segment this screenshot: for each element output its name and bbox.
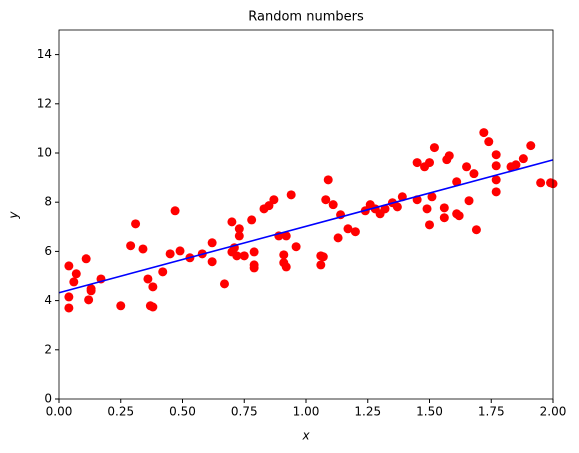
- point: [126, 241, 136, 251]
- point: [207, 238, 217, 248]
- point: [219, 279, 229, 289]
- point: [380, 204, 390, 214]
- point: [333, 233, 343, 243]
- point: [518, 154, 528, 164]
- y-tick-label: 6: [44, 244, 52, 258]
- y-tick-label: 10: [37, 146, 52, 160]
- point: [249, 247, 259, 257]
- point: [170, 206, 180, 216]
- y-tick-label: 2: [44, 342, 52, 356]
- y-axis-label: y: [7, 211, 21, 220]
- x-tick-label: 1.00: [293, 405, 320, 419]
- point: [343, 224, 353, 234]
- point: [469, 169, 479, 179]
- point: [321, 195, 331, 205]
- point: [323, 175, 333, 185]
- point: [425, 158, 434, 168]
- point: [286, 190, 296, 200]
- point: [412, 158, 422, 168]
- point: [249, 260, 259, 270]
- point: [425, 220, 434, 230]
- point: [281, 262, 291, 272]
- point: [318, 252, 328, 262]
- point: [427, 192, 437, 202]
- point: [165, 249, 175, 259]
- y-tick-label: 14: [37, 47, 52, 61]
- point: [71, 269, 81, 279]
- point: [484, 137, 494, 147]
- point: [350, 227, 360, 237]
- point: [264, 201, 274, 211]
- point: [247, 215, 257, 225]
- x-tick-label: 0.50: [169, 405, 196, 419]
- x-tick-label: 1.50: [416, 405, 443, 419]
- x-tick-label: 1.75: [478, 405, 505, 419]
- point: [439, 213, 449, 223]
- point: [84, 295, 94, 305]
- point: [536, 178, 546, 188]
- x-tick-label: 2.00: [540, 405, 567, 419]
- point: [479, 128, 489, 138]
- point: [234, 224, 244, 234]
- point: [175, 246, 185, 256]
- plot-frame: [58, 29, 554, 400]
- point: [239, 251, 249, 261]
- x-tick-label: 0.25: [107, 405, 134, 419]
- point: [227, 217, 237, 227]
- point: [422, 204, 432, 214]
- point: [511, 160, 521, 170]
- point: [234, 231, 244, 241]
- point: [491, 175, 501, 185]
- point: [491, 187, 501, 197]
- point: [232, 251, 242, 261]
- point: [491, 161, 501, 171]
- point: [471, 225, 481, 235]
- x-tick-label: 0.00: [46, 405, 73, 419]
- fit-line: [58, 159, 554, 294]
- point: [148, 282, 158, 292]
- point: [444, 151, 454, 161]
- point: [328, 200, 338, 210]
- point: [269, 195, 279, 205]
- point: [429, 143, 439, 153]
- chart-title: Random numbers: [248, 10, 364, 25]
- y-tick-label: 12: [37, 96, 52, 110]
- x-tick-label: 1.25: [354, 405, 381, 419]
- x-tick-label: 0.75: [231, 405, 258, 419]
- point: [279, 250, 289, 260]
- point: [316, 260, 326, 270]
- point: [207, 257, 217, 267]
- point: [138, 244, 148, 254]
- point: [64, 303, 74, 313]
- point: [464, 196, 474, 206]
- point: [452, 177, 462, 187]
- point: [439, 203, 449, 213]
- point: [143, 274, 153, 284]
- point: [69, 277, 79, 287]
- point: [392, 202, 402, 212]
- x-axis-label: x: [301, 429, 310, 443]
- point: [86, 286, 96, 296]
- y-tick-label: 0: [44, 392, 52, 406]
- point: [462, 162, 472, 172]
- point: [64, 292, 74, 302]
- point: [281, 231, 291, 241]
- point: [148, 302, 158, 312]
- point: [526, 141, 536, 151]
- point: [158, 267, 168, 277]
- y-tick-label: 4: [44, 293, 52, 307]
- point: [131, 219, 141, 229]
- point: [291, 242, 301, 252]
- point: [454, 211, 464, 221]
- point: [491, 150, 501, 160]
- y-tick-label: 8: [44, 195, 52, 209]
- point: [64, 261, 74, 271]
- point: [81, 254, 91, 264]
- point: [116, 301, 126, 311]
